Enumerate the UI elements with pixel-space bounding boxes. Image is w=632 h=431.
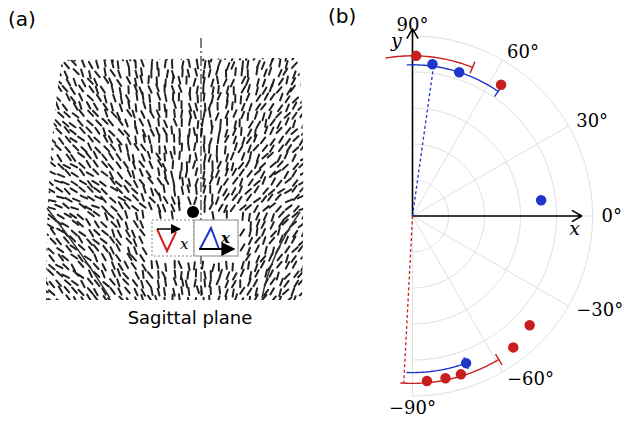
svg-text:0°: 0° [602,205,622,226]
svg-text:60°: 60° [507,41,539,62]
svg-text:90°: 90° [397,14,429,35]
svg-text:30°: 30° [576,110,608,131]
svg-text:x: x [220,229,231,247]
svg-text:x: x [180,235,189,253]
svg-text:Sagittal plane: Sagittal plane [128,307,253,328]
svg-text:−30°: −30° [576,299,623,320]
html-text:(b): (b) [328,4,357,28]
svg-text:x: x [569,217,580,239]
svg-text:(a): (a) [8,7,36,31]
svg-text:−90°: −90° [389,397,436,418]
svg-text:y: y [390,29,402,52]
svg-text:−60°: −60° [507,368,554,389]
